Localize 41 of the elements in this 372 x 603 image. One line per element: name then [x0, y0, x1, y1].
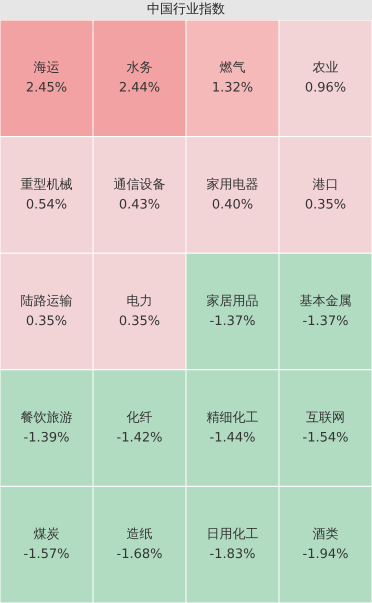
data-label: -1.83% — [210, 547, 256, 562]
category-label: 日用化工 — [206, 527, 258, 542]
category-label: 燃气 — [220, 60, 246, 76]
category-label: 基本金属 — [300, 294, 352, 309]
text: 中国行业指数 — [0, 0, 372, 20]
data-label: -1.44% — [210, 430, 256, 446]
data-label: -1.42% — [116, 430, 162, 446]
category-label: 精细化工 — [206, 410, 258, 426]
category-label: 水务 — [126, 60, 152, 76]
data-label: 1.32% — [212, 80, 254, 96]
data-label: 0.35% — [304, 197, 346, 212]
data-label: -1.39% — [24, 430, 70, 446]
data-label: -1.37% — [210, 314, 256, 329]
data-label: 2.45% — [26, 80, 68, 96]
data-label: -1.57% — [24, 547, 70, 562]
data-label: -1.37% — [302, 314, 348, 329]
category-label: 陆路运输 — [20, 294, 72, 309]
category-label: 通信设备 — [114, 177, 166, 192]
category-label: 重型机械 — [20, 177, 72, 192]
category-label: 家用电器 — [206, 176, 258, 192]
category-label: 造纸 — [126, 527, 152, 542]
category-label: 家居用品 — [206, 292, 258, 309]
data-label: 0.43% — [118, 197, 160, 212]
category-label: 餐饮旅游 — [20, 410, 72, 426]
data-label: -1.94% — [302, 547, 348, 562]
data-label: 2.44% — [118, 80, 160, 96]
category-label: 化纤 — [126, 410, 152, 426]
data-label: -1.54% — [302, 430, 348, 446]
data-label: -1.68% — [116, 547, 162, 562]
category-label: 农业 — [312, 60, 338, 76]
category-label: 电力 — [126, 294, 152, 309]
category-label: 互联网 — [306, 410, 345, 426]
data-label: 0.40% — [212, 197, 254, 212]
data-label: 0.35% — [26, 314, 68, 329]
data-label: 0.96% — [304, 80, 346, 96]
category-label: 海运 — [34, 60, 60, 76]
category-label: 港口 — [312, 177, 338, 192]
data-label: 0.35% — [118, 314, 160, 329]
data-label: 0.54% — [26, 197, 68, 212]
category-label: 煤炭 — [34, 527, 60, 542]
category-label: 酒类 — [312, 527, 338, 542]
